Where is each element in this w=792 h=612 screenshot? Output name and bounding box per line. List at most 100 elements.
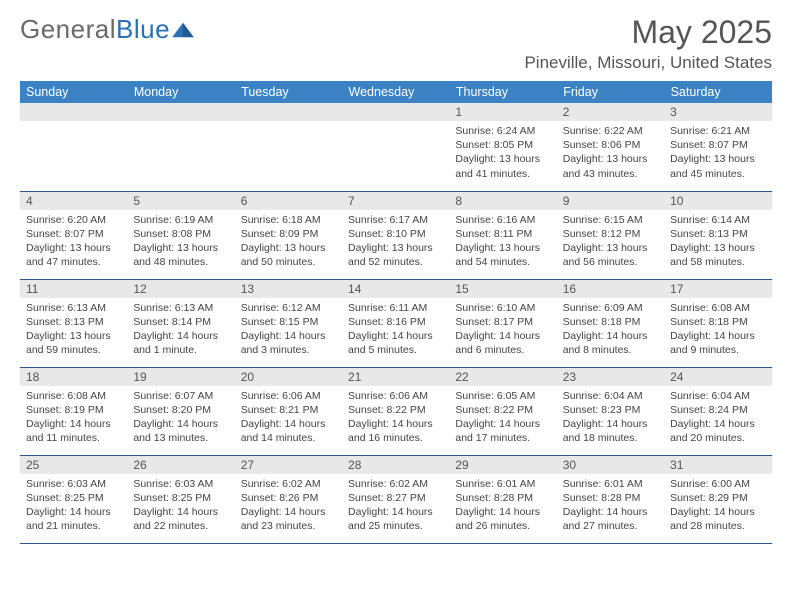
day-data: Sunrise: 6:11 AMSunset: 8:16 PMDaylight:… [342, 298, 449, 362]
day-data: Sunrise: 6:13 AMSunset: 8:14 PMDaylight:… [127, 298, 234, 362]
calendar-day-cell: 24Sunrise: 6:04 AMSunset: 8:24 PMDayligh… [664, 367, 771, 455]
calendar-day-cell: 17Sunrise: 6:08 AMSunset: 8:18 PMDayligh… [664, 279, 771, 367]
calendar-day-cell: 12Sunrise: 6:13 AMSunset: 8:14 PMDayligh… [127, 279, 234, 367]
calendar-day-cell: 29Sunrise: 6:01 AMSunset: 8:28 PMDayligh… [449, 455, 556, 543]
day-data: Sunrise: 6:00 AMSunset: 8:29 PMDaylight:… [664, 474, 771, 538]
weekday-header: Friday [557, 81, 664, 103]
weekday-header-row: SundayMondayTuesdayWednesdayThursdayFrid… [20, 81, 772, 103]
weekday-header: Saturday [664, 81, 771, 103]
day-number: 31 [664, 456, 771, 474]
calendar-day-cell: 2Sunrise: 6:22 AMSunset: 8:06 PMDaylight… [557, 103, 664, 191]
day-number: 1 [449, 103, 556, 121]
day-number: 19 [127, 368, 234, 386]
day-number: 13 [235, 280, 342, 298]
calendar-empty-cell [127, 103, 234, 191]
day-number: 30 [557, 456, 664, 474]
calendar-day-cell: 9Sunrise: 6:15 AMSunset: 8:12 PMDaylight… [557, 191, 664, 279]
day-data: Sunrise: 6:20 AMSunset: 8:07 PMDaylight:… [20, 210, 127, 274]
day-data: Sunrise: 6:05 AMSunset: 8:22 PMDaylight:… [449, 386, 556, 450]
day-data [235, 121, 342, 181]
weekday-header: Thursday [449, 81, 556, 103]
calendar-week-row: 11Sunrise: 6:13 AMSunset: 8:13 PMDayligh… [20, 279, 772, 367]
day-number: 26 [127, 456, 234, 474]
location: Pineville, Missouri, United States [524, 53, 772, 73]
day-data: Sunrise: 6:12 AMSunset: 8:15 PMDaylight:… [235, 298, 342, 362]
weekday-header: Monday [127, 81, 234, 103]
day-number: 24 [664, 368, 771, 386]
day-data: Sunrise: 6:01 AMSunset: 8:28 PMDaylight:… [449, 474, 556, 538]
day-data: Sunrise: 6:13 AMSunset: 8:13 PMDaylight:… [20, 298, 127, 362]
day-number: 18 [20, 368, 127, 386]
calendar-day-cell: 20Sunrise: 6:06 AMSunset: 8:21 PMDayligh… [235, 367, 342, 455]
day-number: 22 [449, 368, 556, 386]
day-number: 9 [557, 192, 664, 210]
calendar-table: SundayMondayTuesdayWednesdayThursdayFrid… [20, 81, 772, 544]
weekday-header: Sunday [20, 81, 127, 103]
calendar-day-cell: 15Sunrise: 6:10 AMSunset: 8:17 PMDayligh… [449, 279, 556, 367]
calendar-day-cell: 26Sunrise: 6:03 AMSunset: 8:25 PMDayligh… [127, 455, 234, 543]
day-number [127, 103, 234, 121]
day-data: Sunrise: 6:03 AMSunset: 8:25 PMDaylight:… [20, 474, 127, 538]
day-data: Sunrise: 6:02 AMSunset: 8:26 PMDaylight:… [235, 474, 342, 538]
day-data [20, 121, 127, 181]
calendar-day-cell: 30Sunrise: 6:01 AMSunset: 8:28 PMDayligh… [557, 455, 664, 543]
logo-mark-icon [172, 21, 194, 39]
calendar-day-cell: 5Sunrise: 6:19 AMSunset: 8:08 PMDaylight… [127, 191, 234, 279]
day-data: Sunrise: 6:08 AMSunset: 8:19 PMDaylight:… [20, 386, 127, 450]
day-number: 3 [664, 103, 771, 121]
calendar-day-cell: 10Sunrise: 6:14 AMSunset: 8:13 PMDayligh… [664, 191, 771, 279]
day-data: Sunrise: 6:06 AMSunset: 8:22 PMDaylight:… [342, 386, 449, 450]
calendar-day-cell: 31Sunrise: 6:00 AMSunset: 8:29 PMDayligh… [664, 455, 771, 543]
day-data: Sunrise: 6:22 AMSunset: 8:06 PMDaylight:… [557, 121, 664, 185]
day-number: 10 [664, 192, 771, 210]
day-data: Sunrise: 6:03 AMSunset: 8:25 PMDaylight:… [127, 474, 234, 538]
day-number: 29 [449, 456, 556, 474]
day-number: 14 [342, 280, 449, 298]
calendar-empty-cell [342, 103, 449, 191]
day-number: 17 [664, 280, 771, 298]
day-number: 4 [20, 192, 127, 210]
day-number: 28 [342, 456, 449, 474]
calendar-day-cell: 28Sunrise: 6:02 AMSunset: 8:27 PMDayligh… [342, 455, 449, 543]
day-number: 20 [235, 368, 342, 386]
day-data: Sunrise: 6:14 AMSunset: 8:13 PMDaylight:… [664, 210, 771, 274]
calendar-day-cell: 27Sunrise: 6:02 AMSunset: 8:26 PMDayligh… [235, 455, 342, 543]
calendar-week-row: 1Sunrise: 6:24 AMSunset: 8:05 PMDaylight… [20, 103, 772, 191]
calendar-week-row: 18Sunrise: 6:08 AMSunset: 8:19 PMDayligh… [20, 367, 772, 455]
calendar-day-cell: 4Sunrise: 6:20 AMSunset: 8:07 PMDaylight… [20, 191, 127, 279]
calendar-day-cell: 18Sunrise: 6:08 AMSunset: 8:19 PMDayligh… [20, 367, 127, 455]
day-number [342, 103, 449, 121]
calendar-body: 1Sunrise: 6:24 AMSunset: 8:05 PMDaylight… [20, 103, 772, 543]
day-number: 12 [127, 280, 234, 298]
day-data: Sunrise: 6:08 AMSunset: 8:18 PMDaylight:… [664, 298, 771, 362]
day-number: 5 [127, 192, 234, 210]
calendar-day-cell: 3Sunrise: 6:21 AMSunset: 8:07 PMDaylight… [664, 103, 771, 191]
day-data: Sunrise: 6:10 AMSunset: 8:17 PMDaylight:… [449, 298, 556, 362]
day-number: 8 [449, 192, 556, 210]
calendar-day-cell: 23Sunrise: 6:04 AMSunset: 8:23 PMDayligh… [557, 367, 664, 455]
day-data: Sunrise: 6:01 AMSunset: 8:28 PMDaylight:… [557, 474, 664, 538]
header: GeneralBlue May 2025 Pineville, Missouri… [20, 14, 772, 73]
day-number: 23 [557, 368, 664, 386]
title-block: May 2025 Pineville, Missouri, United Sta… [524, 14, 772, 73]
day-number: 7 [342, 192, 449, 210]
weekday-header: Wednesday [342, 81, 449, 103]
day-number: 27 [235, 456, 342, 474]
weekday-header: Tuesday [235, 81, 342, 103]
calendar-day-cell: 21Sunrise: 6:06 AMSunset: 8:22 PMDayligh… [342, 367, 449, 455]
day-number: 21 [342, 368, 449, 386]
day-data: Sunrise: 6:07 AMSunset: 8:20 PMDaylight:… [127, 386, 234, 450]
day-data: Sunrise: 6:16 AMSunset: 8:11 PMDaylight:… [449, 210, 556, 274]
calendar-day-cell: 11Sunrise: 6:13 AMSunset: 8:13 PMDayligh… [20, 279, 127, 367]
day-number: 2 [557, 103, 664, 121]
calendar-week-row: 4Sunrise: 6:20 AMSunset: 8:07 PMDaylight… [20, 191, 772, 279]
month-title: May 2025 [524, 14, 772, 51]
calendar-day-cell: 22Sunrise: 6:05 AMSunset: 8:22 PMDayligh… [449, 367, 556, 455]
calendar-thead: SundayMondayTuesdayWednesdayThursdayFrid… [20, 81, 772, 103]
day-number: 6 [235, 192, 342, 210]
calendar-day-cell: 19Sunrise: 6:07 AMSunset: 8:20 PMDayligh… [127, 367, 234, 455]
day-data: Sunrise: 6:04 AMSunset: 8:24 PMDaylight:… [664, 386, 771, 450]
logo: GeneralBlue [20, 14, 194, 45]
day-number: 11 [20, 280, 127, 298]
calendar-empty-cell [235, 103, 342, 191]
